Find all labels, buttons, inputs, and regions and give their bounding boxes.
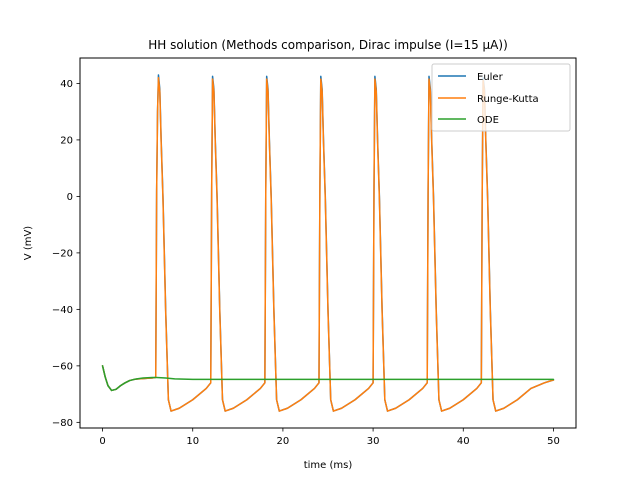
y-tick-label: −80 — [52, 418, 73, 429]
legend: Euler Runge-Kutta ODE — [431, 63, 571, 132]
y-tick-label: −60 — [52, 361, 73, 372]
y-axis-label: V (mV) — [23, 226, 34, 261]
y-tick-label: −40 — [52, 305, 73, 316]
series-line-ode — [101, 365, 555, 392]
y-axis: −80 −60 −40 −20 0 20 40 — [52, 79, 80, 429]
x-tick-label: 10 — [186, 436, 199, 447]
x-tick-label: 30 — [367, 436, 380, 447]
x-tick-label: 0 — [99, 436, 105, 447]
legend-label-euler: Euler — [477, 72, 504, 83]
y-tick-label: 0 — [67, 192, 73, 203]
series-line-runge-kutta — [101, 77, 555, 412]
x-axis-label: time (ms) — [304, 460, 353, 471]
y-tick-label: 20 — [60, 135, 73, 146]
x-tick-label: 40 — [457, 436, 470, 447]
x-tick-label: 50 — [547, 436, 560, 447]
y-tick-label: −20 — [52, 248, 73, 259]
x-tick-label: 20 — [277, 436, 290, 447]
plot-frame — [79, 57, 577, 429]
y-tick-label: 40 — [60, 79, 73, 90]
legend-frame — [431, 63, 571, 132]
plot-area — [79, 57, 577, 429]
x-axis: 0 10 20 30 40 50 — [99, 428, 560, 447]
series-group — [101, 74, 555, 412]
chart-title: HH solution (Methods comparison, Dirac i… — [148, 38, 508, 52]
legend-label-ode: ODE — [477, 115, 499, 126]
legend-label-runge-kutta: Runge-Kutta — [477, 94, 539, 105]
